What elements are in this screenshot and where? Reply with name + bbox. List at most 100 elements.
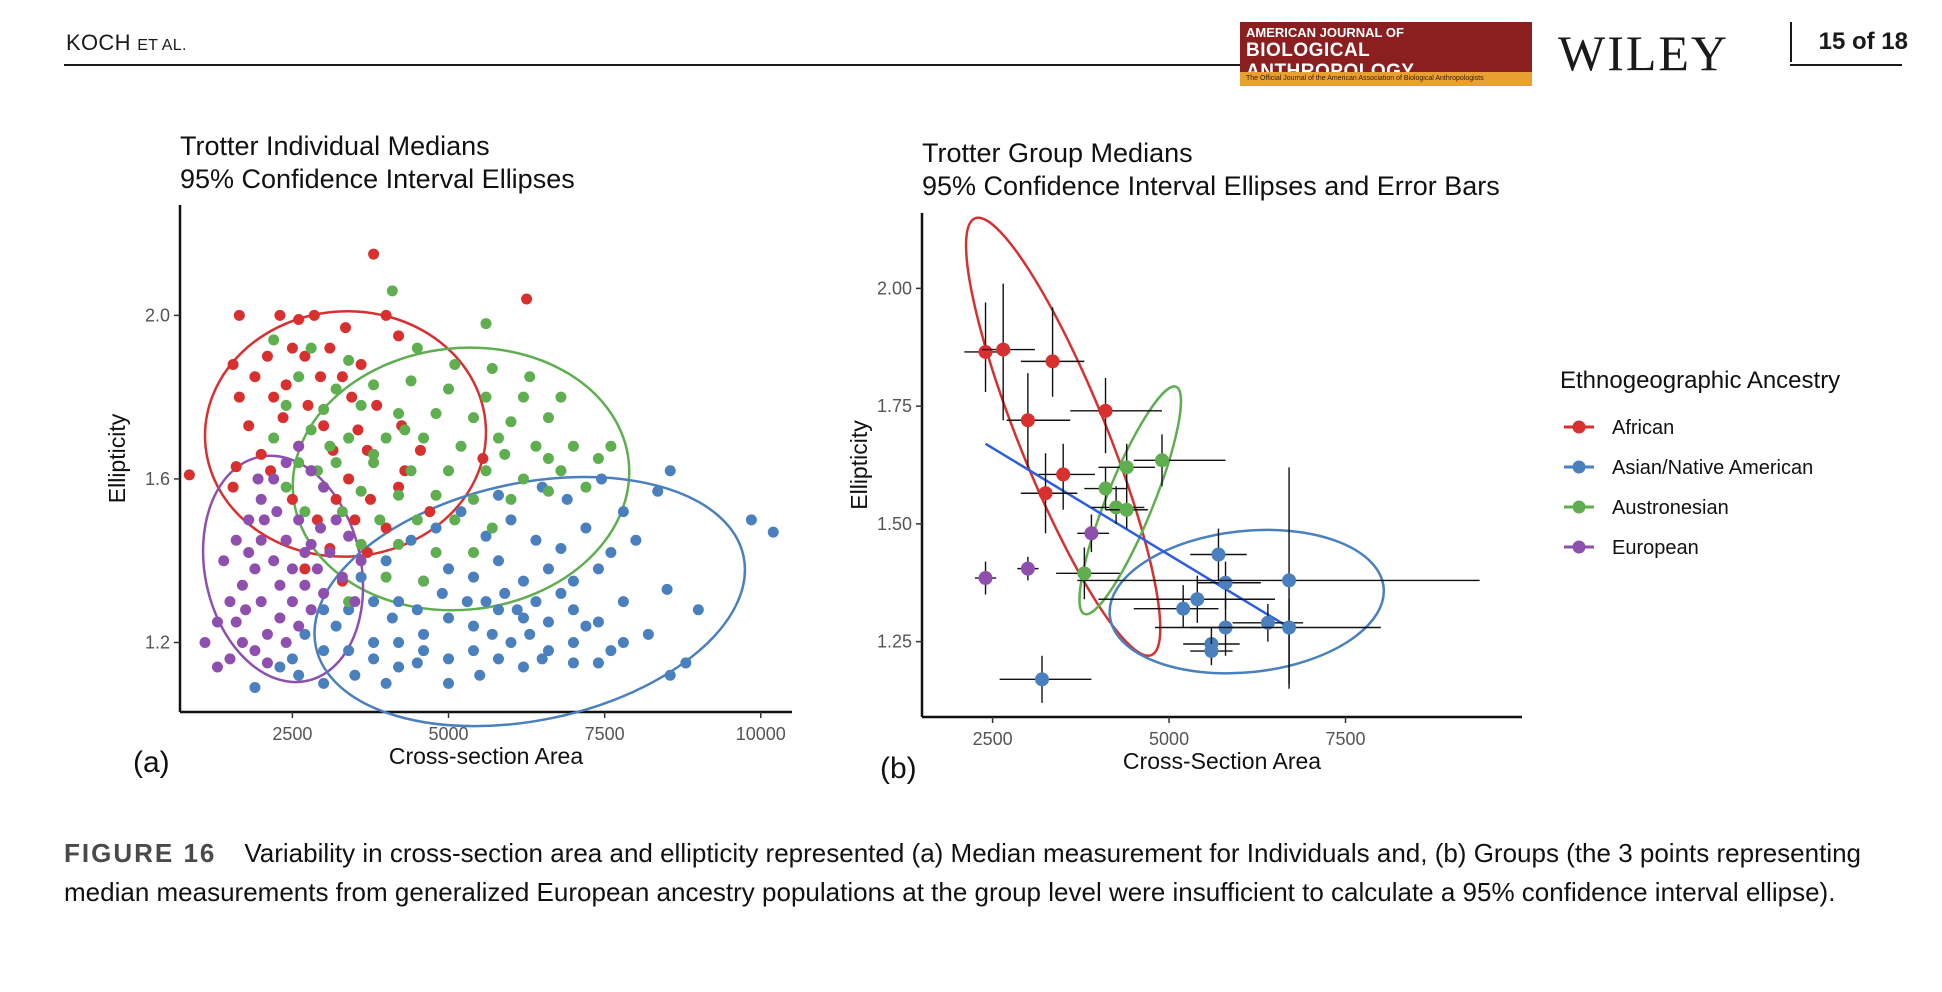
panel-a-point-austronesian <box>480 318 492 330</box>
panel-b-x-tick-label: 2500 <box>973 729 1013 749</box>
panel-a-point-african <box>233 391 245 403</box>
legend-key-dot-african <box>1572 420 1586 434</box>
panel-b-point-european <box>978 571 993 586</box>
panel-a-point-asian-native-american <box>680 657 692 669</box>
panel-a-point-asian-native-american <box>299 628 311 640</box>
panel-a-point-african <box>330 493 342 505</box>
panel-b-point-asian-native-american <box>1211 547 1226 562</box>
panel-a-point-european <box>236 579 248 591</box>
panel-a-point-african <box>233 309 245 321</box>
panel-a-point-european <box>280 457 292 469</box>
panel-a-point-austronesian <box>592 453 604 464</box>
journal-logo: AMERICAN JOURNAL OF BIOLOGICAL ANTHROPOL… <box>1240 22 1532 86</box>
panel-a-point-european <box>243 514 255 526</box>
panel-a-point-austronesian <box>293 457 305 469</box>
panel-a-point-european <box>324 547 336 559</box>
panel-a-point-asian-native-american <box>368 636 380 648</box>
panel-b-point-asian-native-american <box>1190 592 1205 607</box>
panel-a-point-african <box>324 342 336 354</box>
panel-a-point-austronesian <box>418 575 430 587</box>
panel-a-point-african <box>299 350 311 362</box>
panel-a-x-tick-label: 5000 <box>429 724 469 744</box>
panel-b-y-tick-label: 1.75 <box>877 396 912 416</box>
panel-a-point-austronesian <box>567 440 579 452</box>
panel-a-point-austronesian <box>393 489 405 501</box>
panel-a-point-asian-native-american <box>617 596 629 608</box>
panel-b-y-tick-label: 2.00 <box>877 278 912 298</box>
panel-a-point-european <box>271 506 283 518</box>
panel-a-point-austronesian <box>555 391 567 403</box>
panel-a-point-asian-native-american <box>418 645 430 657</box>
panel-b-point-african <box>978 344 993 359</box>
panel-a-point-european <box>240 604 252 616</box>
publisher-logo: WILEY <box>1558 25 1730 81</box>
panel-a-point-african <box>355 358 367 370</box>
panel-a-point-african <box>371 399 383 411</box>
panel-a-point-european <box>211 661 223 673</box>
panel-a-point-austronesian <box>405 465 417 477</box>
panel-a-point-austronesian <box>393 408 405 420</box>
panel-a-point-asian-native-american <box>349 669 361 681</box>
panel-a-point-african <box>230 461 242 473</box>
panel-a-point-european <box>224 596 236 608</box>
panel-a-point-asian-native-american <box>393 661 405 673</box>
panel-a-point-european <box>224 653 236 665</box>
panel-a-point-austronesian <box>324 440 336 452</box>
panel-a-point-asian-native-american <box>380 677 392 689</box>
panel-a-point-african <box>280 379 292 391</box>
panel-a-point-austronesian <box>380 571 392 583</box>
panel-a-point-african <box>243 420 255 432</box>
panel-a-point-african <box>315 371 327 383</box>
panel-b-ellipse-austronesian <box>1078 385 1183 616</box>
panel-a-ellipse-asian-native-american <box>313 475 747 728</box>
panel-a-point-austronesian <box>411 514 423 526</box>
journal-logo-line1: AMERICAN JOURNAL OF <box>1246 25 1404 40</box>
panel-a-point-austronesian <box>336 506 348 518</box>
panel-a-point-european <box>299 579 311 591</box>
panel-a-point-european <box>293 440 305 452</box>
panel-a-point-austronesian <box>580 481 592 493</box>
panel-a-point-asian-native-american <box>492 489 504 501</box>
panel-a-point-austronesian <box>486 363 498 375</box>
panel-b-point-african <box>1056 467 1071 482</box>
panel-a-point-austronesian <box>418 432 430 444</box>
panel-a-point-asian-native-american <box>443 653 455 665</box>
panel-a-point-asian-native-american <box>368 596 380 608</box>
panel-a-point-asian-native-american <box>486 628 498 640</box>
panel-a-point-austronesian <box>430 547 442 559</box>
panel-b-point-african <box>996 342 1011 357</box>
panel-a-point-asian-native-american <box>330 620 342 632</box>
panel-b-point-asian-native-american <box>1176 601 1191 616</box>
panel-a-point-asian-native-american <box>405 534 417 546</box>
panel-a-point-african <box>249 371 261 383</box>
panel-a-point-asian-native-american <box>767 526 779 538</box>
panel-a-point-austronesian <box>268 334 280 346</box>
panel-a-point-austronesian <box>443 383 455 395</box>
panel-a-point-asian-native-american <box>524 628 536 640</box>
panel-a-point-asian-native-american <box>592 563 604 575</box>
panel-a-point-asian-native-american <box>555 542 567 554</box>
panel-a-point-european <box>255 534 267 546</box>
panel-a-point-asian-native-american <box>468 645 480 657</box>
panel-a-point-european <box>249 645 261 657</box>
panel-a-y-tick-label: 1.2 <box>145 632 170 652</box>
panel-a-point-asian-native-american <box>630 534 642 546</box>
panel-a-point-european <box>252 473 264 485</box>
panel-a-point-austronesian <box>524 371 536 383</box>
panel-a-point-asian-native-american <box>542 563 554 575</box>
panel-a-point-asian-native-american <box>386 612 398 624</box>
panel-a-point-austronesian <box>330 457 342 469</box>
panel-a-point-austronesian <box>386 285 398 297</box>
panel-a-point-austronesian <box>393 538 405 550</box>
panel-a-point-asian-native-american <box>517 612 529 624</box>
panel-a-point-european <box>280 534 292 546</box>
panel-b-point-african <box>1038 486 1053 501</box>
panel-a-point-austronesian <box>268 432 280 444</box>
panel-a-point-austronesian <box>405 375 417 387</box>
panel-a-point-african <box>346 391 358 403</box>
panel-a-point-austronesian <box>468 412 480 424</box>
panel-a-point-austronesian <box>430 408 442 420</box>
panel-a-point-african <box>380 522 392 534</box>
panel-a-point-european <box>211 616 223 628</box>
